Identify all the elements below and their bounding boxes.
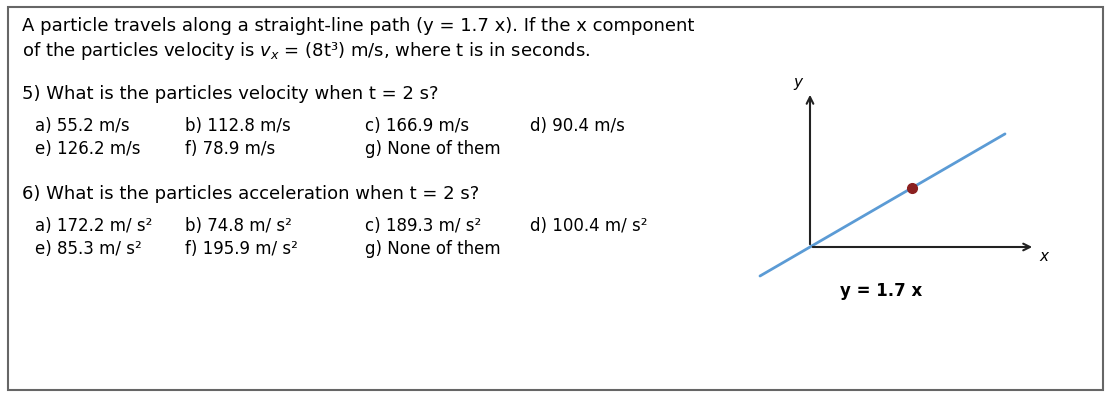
Text: a) 172.2 m/ s²: a) 172.2 m/ s² [36, 217, 152, 235]
Text: A particle travels along a straight-line path (y = 1.7 x). If the x component: A particle travels along a straight-line… [22, 17, 694, 35]
Text: g) None of them: g) None of them [366, 240, 501, 258]
Text: f) 78.9 m/s: f) 78.9 m/s [186, 140, 276, 158]
Text: 6) What is the particles acceleration when t = 2 s?: 6) What is the particles acceleration wh… [22, 185, 479, 203]
Text: y = 1.7 x: y = 1.7 x [840, 282, 922, 300]
Text: b) 74.8 m/ s²: b) 74.8 m/ s² [186, 217, 292, 235]
Text: 5) What is the particles velocity when t = 2 s?: 5) What is the particles velocity when t… [22, 85, 439, 103]
Text: g) None of them: g) None of them [366, 140, 501, 158]
Text: x: x [1039, 249, 1048, 264]
Text: b) 112.8 m/s: b) 112.8 m/s [186, 117, 291, 135]
Text: c) 166.9 m/s: c) 166.9 m/s [366, 117, 469, 135]
Text: of the particles velocity is $v_x$ = (8t³) m/s, where t is in seconds.: of the particles velocity is $v_x$ = (8t… [22, 40, 590, 62]
Text: d) 90.4 m/s: d) 90.4 m/s [530, 117, 624, 135]
Text: e) 85.3 m/ s²: e) 85.3 m/ s² [36, 240, 142, 258]
Text: a) 55.2 m/s: a) 55.2 m/s [36, 117, 130, 135]
Text: e) 126.2 m/s: e) 126.2 m/s [36, 140, 140, 158]
Text: y: y [793, 75, 802, 90]
Text: f) 195.9 m/ s²: f) 195.9 m/ s² [186, 240, 298, 258]
Text: c) 189.3 m/ s²: c) 189.3 m/ s² [366, 217, 481, 235]
Text: d) 100.4 m/ s²: d) 100.4 m/ s² [530, 217, 648, 235]
